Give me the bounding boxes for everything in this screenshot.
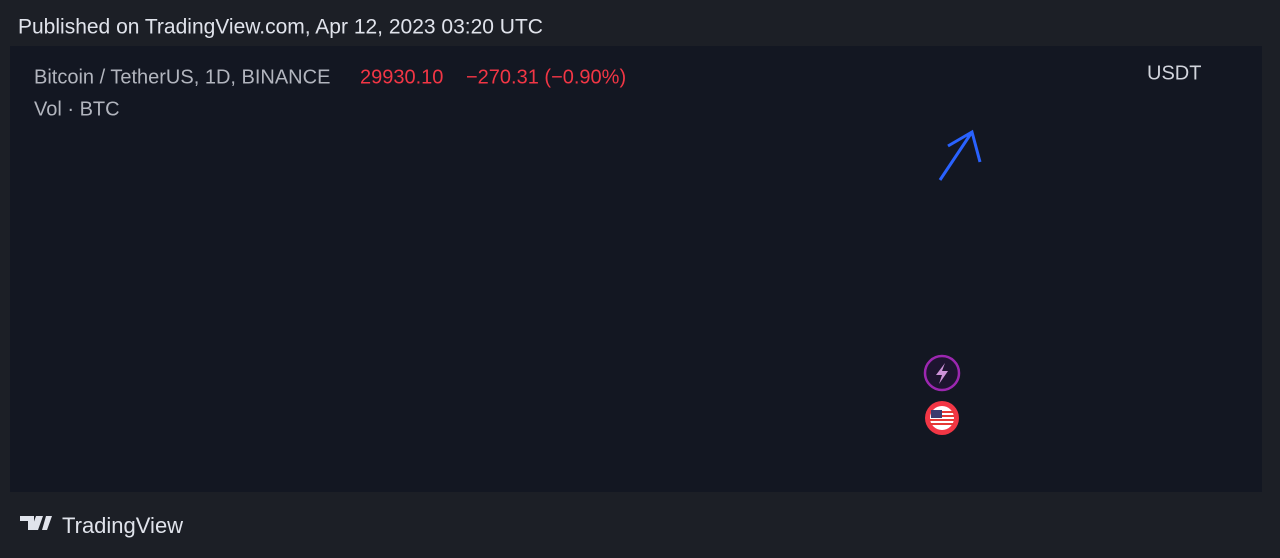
currency-label: USDT [1147, 62, 1201, 84]
change-text: −270.31 (−0.90%) [466, 66, 626, 88]
flag-stripes [930, 411, 954, 425]
footer-brand: TradingView [62, 513, 183, 538]
lightning-icon [936, 363, 948, 384]
logo [20, 516, 52, 530]
arrow-drawing [938, 129, 982, 181]
symbol-title: Bitcoin / TetherUS, 1D, BINANCE [34, 66, 330, 88]
chart-frame [10, 46, 1262, 492]
volume-title: Vol · BTC [34, 98, 120, 120]
published-note: Published on TradingView.com, Apr 12, 20… [18, 16, 543, 39]
flag-canton [931, 410, 942, 418]
last-price-text: 29930.10 [360, 66, 443, 88]
